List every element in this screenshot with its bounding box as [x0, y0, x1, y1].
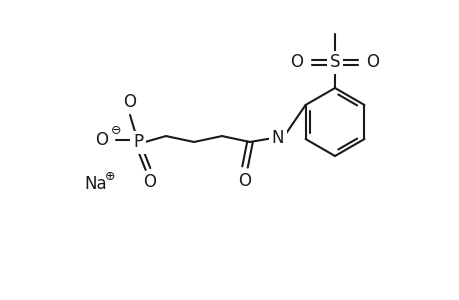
Text: S: S [329, 53, 340, 71]
Text: O: O [366, 53, 379, 71]
Text: P: P [133, 133, 143, 151]
Text: Na: Na [84, 175, 107, 193]
Text: ⊕: ⊕ [105, 169, 115, 182]
Text: O: O [95, 131, 108, 149]
Text: O: O [123, 93, 136, 111]
Text: ⊖: ⊖ [111, 124, 121, 136]
Text: O: O [143, 173, 156, 191]
Text: O: O [290, 53, 303, 71]
Text: N: N [271, 129, 284, 147]
Text: O: O [238, 172, 251, 190]
